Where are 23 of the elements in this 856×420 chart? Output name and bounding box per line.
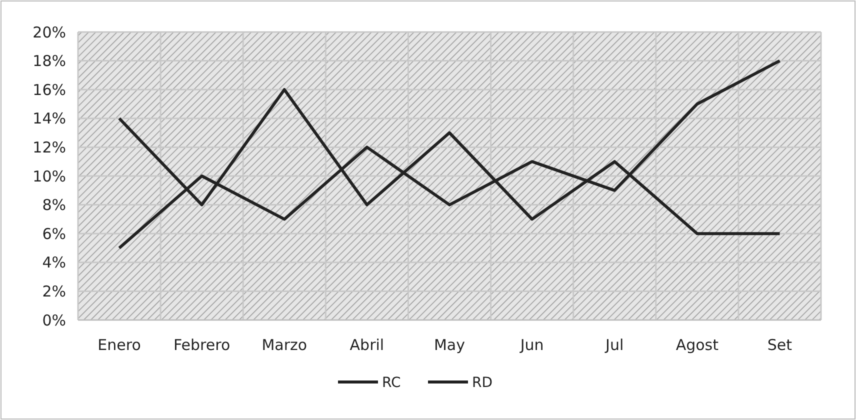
y-tick-label: 16% [32, 80, 66, 99]
y-tick-label: 12% [32, 138, 66, 156]
x-tick-label: Agost [676, 336, 719, 354]
line-series [118, 59, 782, 250]
legend-label: RC [382, 374, 402, 391]
x-tick-label: Abril [350, 336, 384, 354]
y-tick-label: 0% [42, 311, 66, 330]
x-tick-label: Enero [98, 336, 141, 354]
x-tick-label: May [434, 336, 466, 354]
y-tick-label: 10% [32, 167, 66, 186]
y-tick-label: 2% [42, 282, 66, 300]
y-tick-label: 14% [32, 110, 66, 128]
x-tick-label: Marzo [262, 336, 308, 354]
y-tick-label: 6% [42, 224, 66, 243]
x-tick-label: Jul [604, 336, 624, 354]
y-tick-label: 8% [42, 196, 66, 214]
x-tick-label: Jun [519, 336, 544, 354]
legend-label: RD [472, 374, 493, 391]
y-tick-label: 4% [42, 254, 66, 272]
y-tick-label: 18% [32, 52, 66, 70]
x-tick-label: Febrero [174, 336, 230, 354]
y-tick-label: 20% [32, 23, 66, 42]
x-tick-label: Set [767, 336, 792, 354]
